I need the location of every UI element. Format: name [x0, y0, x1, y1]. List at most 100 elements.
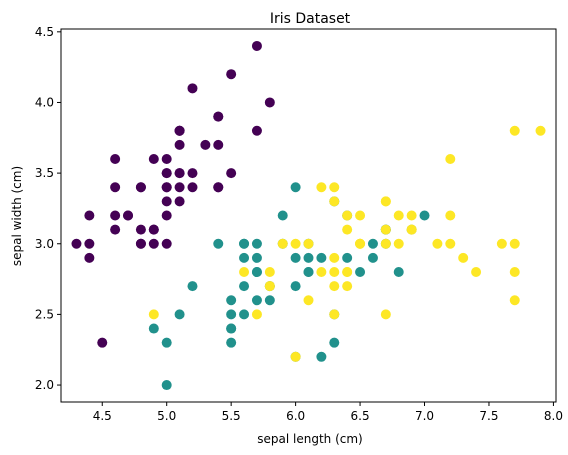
- data-point: [316, 182, 327, 193]
- data-point: [174, 168, 185, 179]
- data-point: [213, 238, 224, 249]
- x-axis-ticks: 4.5 5.0 5.5 6.0 6.5 7.0 7.5 8.0: [93, 402, 563, 423]
- data-point: [290, 281, 301, 292]
- data-point: [161, 238, 172, 249]
- data-point: [342, 281, 353, 292]
- data-point: [97, 337, 108, 348]
- data-point: [342, 210, 353, 221]
- data-point: [161, 337, 172, 348]
- data-point: [148, 309, 159, 320]
- data-point: [509, 267, 520, 278]
- data-point: [135, 182, 146, 193]
- data-point: [290, 252, 301, 263]
- data-point: [380, 224, 391, 235]
- data-point: [264, 267, 275, 278]
- data-point: [251, 40, 262, 51]
- data-point: [419, 210, 430, 221]
- data-point: [264, 295, 275, 306]
- data-point: [161, 182, 172, 193]
- data-point: [200, 139, 211, 150]
- data-point: [342, 252, 353, 263]
- x-tick-label: 7.5: [479, 409, 498, 423]
- data-point: [380, 238, 391, 249]
- data-point: [535, 125, 546, 136]
- data-point: [110, 182, 121, 193]
- data-point: [380, 309, 391, 320]
- data-point: [355, 210, 366, 221]
- data-point: [174, 139, 185, 150]
- data-point: [213, 182, 224, 193]
- data-point: [251, 267, 262, 278]
- data-point: [329, 337, 340, 348]
- data-points: [71, 40, 546, 391]
- data-point: [174, 309, 185, 320]
- x-tick-label: 5.5: [222, 409, 241, 423]
- data-point: [367, 238, 378, 249]
- data-point: [110, 153, 121, 164]
- data-point: [277, 238, 288, 249]
- y-tick-label: 2.5: [35, 307, 54, 321]
- data-point: [148, 323, 159, 334]
- data-point: [445, 238, 456, 249]
- x-tick-label: 4.5: [93, 409, 112, 423]
- x-tick-label: 5.0: [157, 409, 176, 423]
- data-point: [213, 139, 224, 150]
- data-point: [174, 182, 185, 193]
- data-point: [445, 210, 456, 221]
- data-point: [393, 267, 404, 278]
- data-point: [264, 97, 275, 108]
- data-point: [303, 267, 314, 278]
- data-point: [161, 168, 172, 179]
- data-point: [393, 210, 404, 221]
- data-point: [355, 238, 366, 249]
- data-point: [110, 210, 121, 221]
- data-point: [226, 323, 237, 334]
- data-point: [226, 168, 237, 179]
- data-point: [161, 153, 172, 164]
- data-point: [458, 252, 469, 263]
- data-point: [277, 210, 288, 221]
- data-point: [329, 267, 340, 278]
- data-point: [290, 238, 301, 249]
- data-point: [509, 238, 520, 249]
- data-point: [290, 182, 301, 193]
- data-point: [342, 224, 353, 235]
- data-point: [135, 224, 146, 235]
- data-point: [251, 252, 262, 263]
- data-point: [496, 238, 507, 249]
- plot-frame: [60, 28, 557, 403]
- data-point: [329, 281, 340, 292]
- data-point: [251, 238, 262, 249]
- data-point: [226, 69, 237, 80]
- data-point: [303, 252, 314, 263]
- data-point: [342, 267, 353, 278]
- data-point: [161, 210, 172, 221]
- data-point: [84, 210, 95, 221]
- data-point: [174, 196, 185, 207]
- data-point: [303, 295, 314, 306]
- data-point: [355, 267, 366, 278]
- data-point: [187, 281, 198, 292]
- data-point: [367, 252, 378, 263]
- data-point: [329, 309, 340, 320]
- data-point: [187, 168, 198, 179]
- data-point: [239, 281, 250, 292]
- y-tick-label: 3.0: [35, 237, 54, 251]
- data-point: [316, 252, 327, 263]
- data-point: [406, 224, 417, 235]
- data-point: [174, 125, 185, 136]
- data-point: [432, 238, 443, 249]
- data-point: [148, 153, 159, 164]
- data-point: [329, 196, 340, 207]
- data-point: [226, 295, 237, 306]
- data-point: [251, 125, 262, 136]
- data-point: [471, 267, 482, 278]
- data-point: [251, 295, 262, 306]
- data-point: [213, 111, 224, 122]
- data-point: [110, 224, 121, 235]
- y-tick-label: 4.0: [35, 95, 54, 109]
- data-point: [239, 267, 250, 278]
- data-point: [290, 351, 301, 362]
- y-axis-ticks: 2.0 2.5 3.0 3.5 4.0 4.5: [35, 25, 61, 392]
